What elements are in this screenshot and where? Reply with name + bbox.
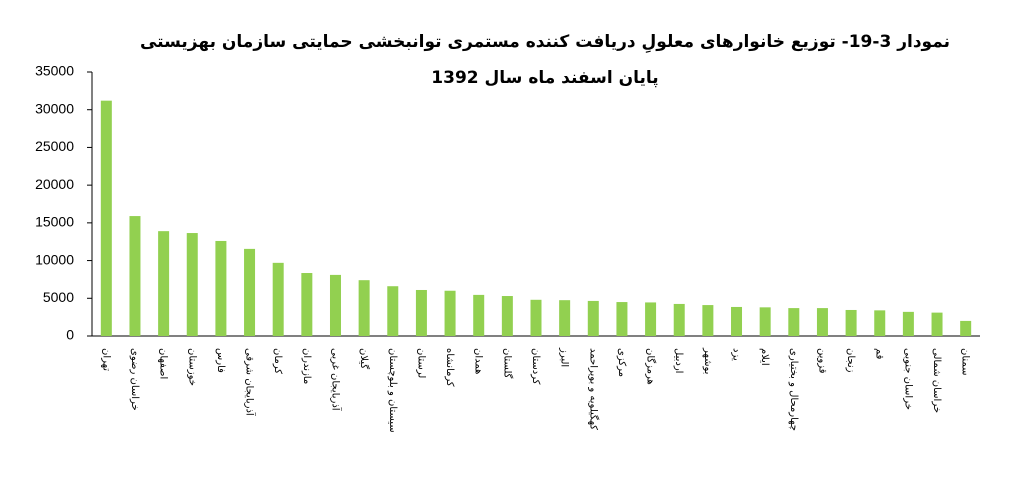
x-tick-label: گلستان [501,348,513,379]
bar [931,312,943,336]
bar [616,302,628,336]
x-tick-label: مازندران [301,348,312,384]
x-tick-label: کرمان [272,348,283,374]
x-tick-label: گیلان [358,348,370,369]
y-tick-label: 5000 [43,289,74,305]
x-tick-label: تهران [100,348,111,371]
x-tick-label: اردبیل [673,348,684,373]
bar [559,300,571,336]
x-tick-label: یزد [731,348,742,361]
bar [645,302,657,336]
y-tick-label: 10000 [35,251,74,267]
x-tick-label: آذربایجان غربی [329,348,342,412]
x-tick-label: قزوین [816,348,827,374]
chart-subtitle: پایان اسفند ماه سال 1392 [431,68,658,88]
x-tick-label: فارس [215,348,226,373]
bar [244,248,256,336]
bar [186,233,198,336]
x-tick-label: خراسان جنوبی [902,348,913,410]
x-tick-label: کهگیلویه و بویراحمد [587,348,599,430]
bar [358,280,370,336]
bar [731,306,743,336]
bar [530,299,542,336]
bar [960,320,972,336]
bar [100,100,112,336]
y-tick-label: 35000 [35,63,74,79]
bar [473,294,485,336]
bar [415,289,427,336]
y-tick-label: 20000 [35,176,74,192]
x-tick-label: ایلام [759,348,770,366]
x-tick-label: البرز [559,347,570,367]
bar [444,290,456,336]
x-tick-label: هرمزگان [645,348,657,385]
y-tick-label: 30000 [35,100,74,116]
x-tick-label: اصفهان [158,348,169,379]
bar [902,311,914,336]
bar [845,309,857,336]
x-tick-label: خراسان رضوی [129,348,140,411]
bar [387,286,399,336]
bar [587,300,599,336]
x-tick-label: خراسان شمالی [931,348,942,413]
x-tick-label: همدان [473,348,484,374]
x-tick-label: مرکزی [616,348,627,377]
bar [301,273,313,336]
bar [215,240,227,336]
x-tick-label: کرمانشاه [444,348,455,387]
y-tick-label: 0 [66,327,74,343]
x-tick-label: سمنان [960,348,971,376]
bar [329,274,341,336]
x-tick-label: خوزستان [186,348,197,386]
x-tick-label: کردستان [530,348,541,385]
x-tick-label: لرستان [415,348,426,378]
x-tick-label: زنجان [845,348,856,373]
x-tick-label: بوشهر [702,347,713,374]
x-tick-label: آذربایجان شرقی [244,348,257,417]
x-tick-label: چهارمحال و بختیاری [788,348,799,431]
bar [501,296,513,336]
bar [673,303,685,336]
bar [816,308,828,336]
bar [158,231,170,336]
x-tick-label: قم [874,348,885,360]
bar [759,307,771,336]
bar [788,308,800,336]
x-tick-label: سیستان و بلوچستان [387,348,398,433]
y-tick-label: 25000 [35,138,74,154]
bar [129,216,141,336]
chart-title: نمودار 3-19- توزیع خانوارهای معلولِ دریا… [140,32,950,54]
bar [702,305,714,336]
bar [874,310,886,336]
y-tick-label: 15000 [35,214,74,230]
bar [272,262,284,336]
